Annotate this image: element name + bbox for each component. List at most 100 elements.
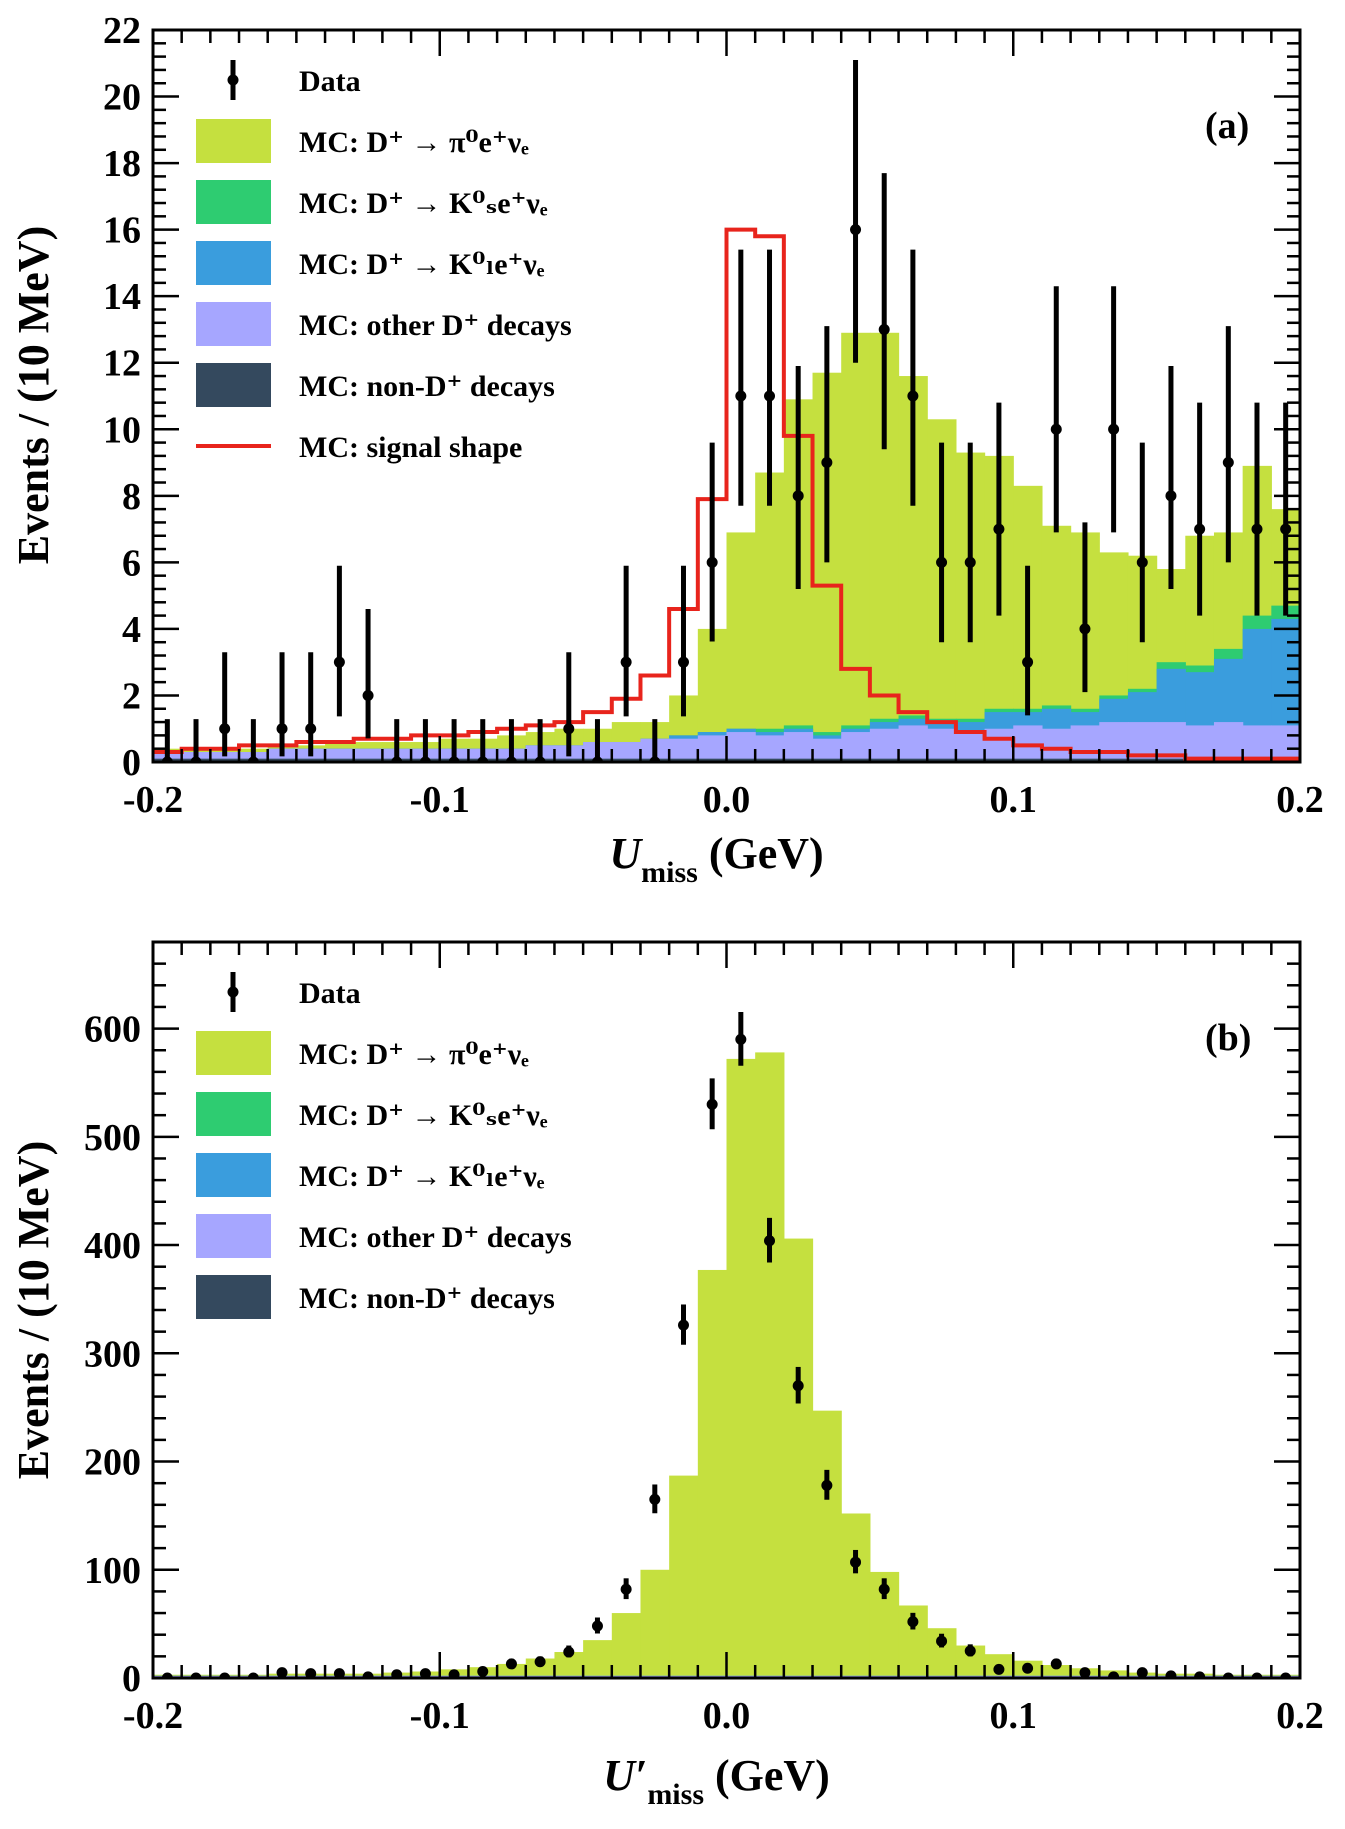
bar-nonD (554, 758, 584, 762)
y-tick-label: 18 (103, 143, 141, 185)
legend-swatch-nonD (196, 1275, 271, 1319)
data-point (1050, 1658, 1062, 1670)
bar-pi0 (841, 332, 871, 762)
bar-pi0 (726, 532, 756, 762)
data-point (1251, 523, 1263, 535)
bar-nonD (984, 758, 1014, 762)
data-point (1022, 656, 1034, 668)
data-point (1050, 423, 1062, 435)
bar-other (869, 728, 900, 762)
data-point (276, 723, 288, 735)
y-tick-label: 8 (122, 476, 141, 518)
plot-area (153, 1012, 1300, 1678)
bar-other (755, 735, 785, 762)
data-point (333, 656, 345, 668)
data-point (391, 1669, 403, 1678)
legend-label: MC: D⁺ → K⁰ₗe⁺νₑ (299, 248, 545, 281)
bar-other (697, 735, 728, 762)
data-point (1165, 1670, 1177, 1678)
y-tick-label: 4 (122, 609, 141, 651)
legend-data-marker (227, 986, 239, 998)
bar-pi0 (783, 1238, 814, 1678)
legend-label: MC: non-D⁺ decays (299, 370, 555, 403)
data-point (907, 1616, 919, 1628)
bar-nonD (353, 758, 383, 762)
plot-area (153, 59, 1300, 762)
data-point (735, 390, 747, 402)
bar-pi0 (697, 1269, 728, 1678)
bar-other (927, 728, 957, 762)
bar-other (984, 728, 1014, 762)
bar-nonD (841, 758, 871, 762)
panel-b: -0.2 -0.1 0.0 0.1 0.2 0 100 200 300 400 500 600 Even… (9, 940, 1324, 1811)
x-tick-label: -0.1 (410, 1695, 470, 1737)
data-point (1136, 556, 1148, 568)
data-point (850, 1556, 862, 1568)
data-point (706, 556, 718, 568)
data-point (993, 523, 1005, 535)
y-tick-label: 0 (122, 1658, 141, 1700)
legend-label: Data (299, 977, 361, 1010)
y-tick-label: 200 (84, 1442, 141, 1484)
y-tick-label: 16 (103, 210, 141, 252)
bar-pi0 (726, 1058, 756, 1678)
y-tick-label: 12 (103, 343, 141, 385)
data-point (563, 723, 575, 735)
panel-label: (a) (1205, 105, 1249, 147)
data-point (706, 1098, 718, 1110)
legend-swatch-kl (196, 1153, 271, 1197)
y-tick-label: 0 (122, 742, 141, 784)
y-tick-label: 400 (84, 1225, 141, 1267)
data-point (477, 1666, 489, 1678)
stack-other (153, 722, 1300, 762)
data-point (1079, 1667, 1091, 1678)
data-point (276, 1667, 288, 1678)
bar-nonD (812, 758, 842, 762)
bar-nonD (955, 758, 986, 762)
x-axis-title-symbol: U (609, 829, 643, 878)
data-point (620, 656, 632, 668)
legend-swatch-pi0 (196, 1031, 271, 1075)
legend-swatch-other (196, 1214, 271, 1258)
bar-nonD (783, 758, 814, 762)
bar-nonD (1099, 758, 1129, 762)
legend-label: MC: D⁺ → π⁰e⁺νₑ (299, 126, 529, 159)
x-tick-label: -0.2 (123, 1695, 183, 1737)
legend-label: MC: other D⁺ decays (299, 1221, 572, 1254)
data-points (161, 1012, 1292, 1678)
data-point (305, 723, 317, 735)
data-point (1194, 523, 1206, 535)
x-axis-title-units: (GeV) (704, 1751, 830, 1800)
x-tick-label: 0.0 (703, 779, 751, 821)
bar-other (783, 732, 814, 762)
data-point (936, 1635, 948, 1647)
data-point (764, 390, 776, 402)
legend-swatch-pi0 (196, 119, 271, 163)
bar-nonD (1070, 758, 1100, 762)
legend-label: Data (299, 65, 361, 98)
legend-swatch-other (196, 302, 271, 346)
y-tick-label: 6 (122, 542, 141, 584)
bar-nonD (927, 758, 957, 762)
bar-pi0 (583, 1640, 613, 1678)
bar-nonD (267, 758, 297, 762)
x-tick-label: 0.0 (703, 1695, 751, 1737)
y-tick-label: 14 (103, 276, 141, 318)
legend-label: MC: non-D⁺ decays (299, 1282, 555, 1315)
data-point (964, 556, 976, 568)
bar-nonD (1156, 758, 1186, 762)
ticks (151, 940, 1302, 1680)
legend-swatch-ks (196, 180, 271, 224)
bar-nonD (869, 758, 900, 762)
bar-other (669, 738, 699, 762)
data-point (448, 1669, 460, 1678)
data-point (878, 323, 890, 335)
y-axis-title: Events / (10 MeV) (9, 1141, 58, 1480)
bar-pi0 (755, 1052, 785, 1678)
ticks (151, 28, 1302, 764)
y-tick-label: 22 (103, 10, 141, 52)
data-point (1165, 490, 1177, 502)
bar-other (611, 742, 642, 762)
data-point (1108, 423, 1120, 435)
data-point (907, 390, 919, 402)
